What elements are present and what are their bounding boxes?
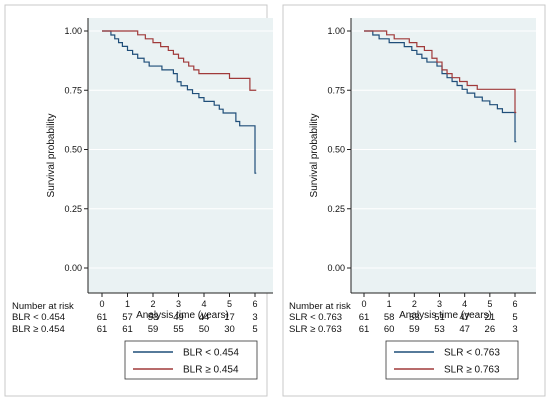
panel1-risk-value: 61 — [97, 312, 108, 323]
panel1-risk-value: 53 — [148, 312, 159, 323]
panel1-legend-box — [124, 340, 258, 380]
panel2-ylabel: Survival probability — [309, 114, 320, 198]
panel2-series-1-curve — [364, 30, 517, 143]
panel2-legend-label: SLR < 0.763 — [444, 348, 500, 359]
panel1-risk-value: 61 — [97, 324, 108, 335]
panel1-xtick-label: 5 — [227, 299, 232, 309]
panel1-plot-area — [88, 18, 273, 293]
panel1-xtick-label: 3 — [176, 299, 181, 309]
panel1-risk-value: 49 — [173, 312, 184, 323]
panel1-risk-value: 3 — [252, 312, 257, 323]
panel1-risk-heading: Number at risk — [12, 301, 74, 312]
panel2-xlabel: Analysis time (years) — [399, 310, 492, 321]
panel2-risk-value: 60 — [384, 324, 395, 335]
panel1-xtick-label: 2 — [150, 299, 155, 309]
panel1-ytick-label: 1.00 — [64, 26, 82, 36]
panel2-risk-value: 61 — [359, 324, 370, 335]
panel1-legend-label: BLR < 0.454 — [183, 348, 239, 359]
panel1-risk-value: 44 — [199, 312, 210, 323]
panel2-xtick-label: 0 — [361, 299, 366, 309]
panel2-risk-value: 5 — [512, 312, 517, 323]
panel1-risk-value: 55 — [173, 324, 184, 335]
panel2-risk-row-label: SLR ≥ 0.763 — [289, 324, 342, 335]
panel1-xtick-label: 4 — [201, 299, 206, 309]
panel2-ytick-label: 0.00 — [327, 263, 345, 273]
panel2-legend-label: SLR ≥ 0.763 — [444, 365, 500, 376]
panel2-xtick-label: 1 — [387, 299, 392, 309]
panel1-ytick-label: 0.25 — [64, 204, 82, 214]
panel1-legend-label: BLR ≥ 0.454 — [183, 365, 239, 376]
panel2-xtick-label: 6 — [512, 299, 517, 309]
panel2-plot-area — [351, 18, 536, 293]
panel1-risk-value: 57 — [122, 312, 133, 323]
panel2-risk-heading: Number at risk — [289, 301, 351, 312]
panel1-xtick-label: 0 — [99, 299, 104, 309]
panel1-risk-row-label: BLR < 0.454 — [12, 312, 65, 323]
panel2-risk-value: 51 — [434, 312, 445, 323]
panel2-xtick-label: 5 — [487, 299, 492, 309]
panel2-ytick-label: 1.00 — [327, 26, 345, 36]
panel2-ytick-label: 0.50 — [327, 145, 345, 155]
panel1-xtick-label: 6 — [252, 299, 257, 309]
panel2-risk-row-label: SLR < 0.763 — [289, 312, 342, 323]
panel1-ytick-label: 0.50 — [64, 145, 82, 155]
panel1-risk-value: 59 — [148, 324, 159, 335]
panel2-risk-value: 26 — [485, 324, 496, 335]
panel2-risk-value: 47 — [459, 312, 470, 323]
panel1-risk-value: 61 — [122, 324, 133, 335]
panel2-xtick-label: 3 — [437, 299, 442, 309]
panel1-xlabel: Analysis time (years) — [136, 310, 229, 321]
panel2-risk-value: 53 — [409, 312, 420, 323]
panel1-series-2-curve — [102, 30, 257, 91]
panel1-ytick-label: 0.00 — [64, 263, 82, 273]
panel1-risk-value: 5 — [252, 324, 257, 335]
panel2-risk-value: 58 — [384, 312, 395, 323]
panel2-xtick-label: 2 — [412, 299, 417, 309]
panel2-ytick-label: 0.75 — [327, 85, 345, 95]
panel1-risk-value: 30 — [224, 324, 235, 335]
panel1-xtick-label: 1 — [125, 299, 130, 309]
panel2-risk-value: 61 — [359, 312, 370, 323]
panel2-risk-value: 3 — [512, 324, 517, 335]
panel2-xtick-label: 4 — [462, 299, 467, 309]
panel2-legend-box — [385, 340, 519, 380]
panel1-risk-row-label: BLR ≥ 0.454 — [12, 324, 65, 335]
panel1-risk-value: 17 — [224, 312, 235, 323]
panel2-risk-value: 53 — [434, 324, 445, 335]
panel1-ylabel: Survival probability — [46, 114, 57, 198]
panel1-series-1-curve — [102, 30, 257, 174]
panel2-ytick-label: 0.25 — [327, 204, 345, 214]
panel2-risk-value: 21 — [485, 312, 496, 323]
panel2-risk-value: 47 — [459, 324, 470, 335]
panel2-risk-value: 59 — [409, 324, 420, 335]
panel1-ytick-label: 0.75 — [64, 85, 82, 95]
panel1-risk-value: 50 — [199, 324, 210, 335]
panel2-series-2-curve — [364, 30, 517, 114]
